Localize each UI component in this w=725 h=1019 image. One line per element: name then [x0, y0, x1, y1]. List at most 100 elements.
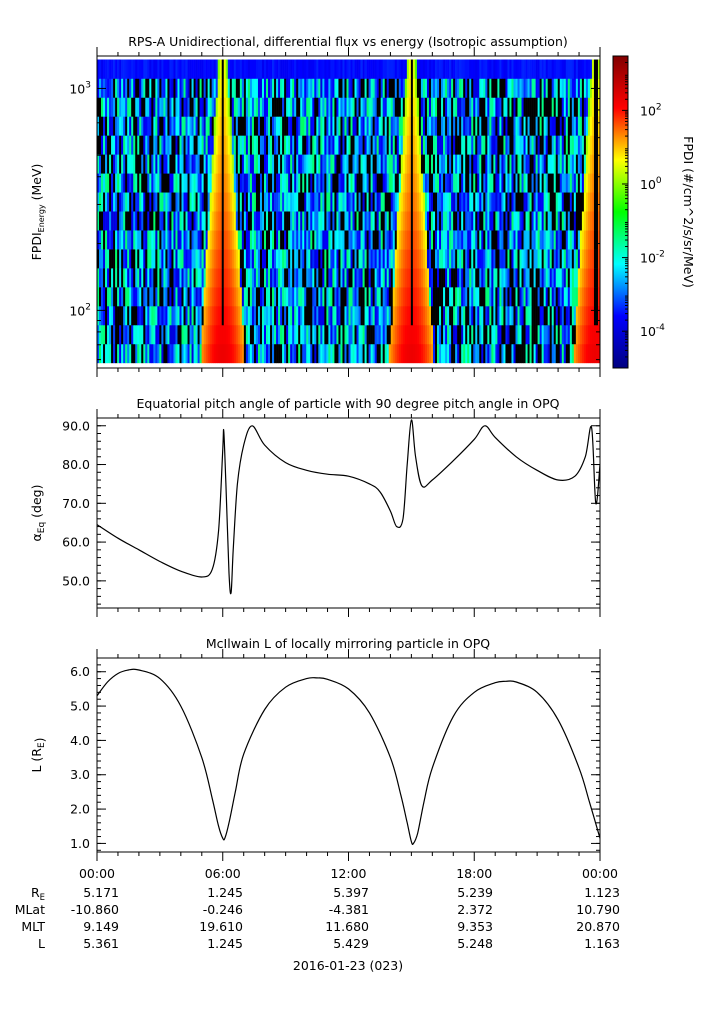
spectrogram-cell — [398, 287, 402, 307]
spectrogram-cell — [149, 306, 152, 326]
spectrogram-cell — [213, 116, 217, 136]
spectrogram-cell — [511, 249, 514, 269]
spectrogram-cell — [173, 211, 176, 231]
spectrogram-cell — [372, 230, 375, 250]
spectrogram-cell — [99, 324, 102, 345]
spectrogram-cell — [451, 249, 454, 269]
spectrogram-cell — [143, 173, 146, 193]
spectrogram-cell — [549, 249, 553, 269]
spectrogram-cell — [575, 59, 579, 79]
spectrogram-cell — [131, 249, 134, 269]
spectrogram-cell — [525, 306, 528, 326]
spectrogram-cell — [433, 173, 436, 193]
spectrogram-cell — [495, 78, 498, 98]
spectrogram-cell — [364, 249, 367, 269]
spectrogram-cell — [348, 343, 351, 364]
spectrogram-cell — [507, 343, 510, 364]
spectrogram-cell — [489, 211, 492, 231]
spectrogram-cell — [567, 249, 571, 269]
mcilwain-l-frame — [96, 657, 601, 853]
spectrogram-cell — [483, 97, 486, 117]
spectrogram-cell — [509, 211, 512, 231]
spectrogram-cell — [527, 78, 530, 98]
spectrogram-cell — [185, 343, 188, 364]
spectrogram-cell — [111, 249, 114, 269]
spectrogram-cell — [300, 154, 303, 174]
spectrogram-cell — [286, 135, 289, 155]
spectrogram-cell — [549, 192, 553, 212]
spectrogram-cell — [400, 192, 404, 212]
spectrogram-cell — [519, 230, 522, 250]
spectrogram-cell — [531, 78, 534, 98]
spectrogram-cell — [117, 287, 120, 307]
spectrogram-cell — [286, 324, 289, 345]
spectrogram-cell — [469, 135, 472, 155]
spectrogram-cell — [233, 343, 237, 364]
spectrogram-cell — [368, 306, 371, 326]
spectrogram-cell — [278, 59, 281, 79]
spectrogram-cell — [125, 154, 128, 174]
spectrogram-cell — [370, 268, 373, 288]
spectrogram-cell — [219, 97, 223, 117]
spectrogram-cell — [280, 116, 283, 136]
spectrogram-cell — [219, 116, 223, 136]
spectrogram-cell — [513, 211, 516, 231]
spectrogram-cell — [141, 59, 144, 79]
spectrogram-cell — [382, 249, 386, 269]
spectrogram-cell — [350, 192, 353, 212]
spectrogram-cell — [477, 135, 480, 155]
spectrogram-cell — [276, 268, 279, 288]
spectrogram-cell — [298, 59, 301, 79]
spectrogram-cell — [439, 324, 442, 345]
spectrogram-cell — [278, 154, 281, 174]
spectrogram-cell — [304, 192, 307, 212]
spectrogram-cell — [274, 230, 277, 250]
spectrogram-cell — [280, 192, 283, 212]
spectrogram-cell — [461, 192, 464, 212]
spectrogram-cell — [115, 97, 118, 117]
spectrogram-cell — [406, 59, 410, 79]
spectrogram-cell — [541, 230, 544, 250]
spectrogram-cell — [475, 192, 478, 212]
spectrogram-cell — [485, 173, 488, 193]
spectrogram-cell — [424, 287, 428, 307]
spectrogram-cell — [521, 116, 524, 136]
spectrogram-cell — [573, 324, 577, 345]
spectrogram-cell — [469, 192, 472, 212]
spectrogram-cell — [499, 343, 502, 364]
spectrogram-cell — [205, 97, 208, 117]
spectrogram-cell — [358, 306, 361, 326]
spectrogram-cell — [324, 173, 327, 193]
spectrogram-cell — [179, 173, 182, 193]
spectrogram-cell — [501, 324, 504, 345]
spectrogram-cell — [189, 343, 192, 364]
spectrogram-cell — [453, 192, 456, 212]
spectrogram-cell — [209, 268, 212, 288]
spectrogram-cell — [410, 249, 414, 269]
spectrogram-cell — [430, 343, 434, 364]
spectrogram-cell — [404, 154, 408, 174]
spectrogram-cell — [167, 211, 170, 231]
spectrogram-cell — [217, 154, 221, 174]
spectrogram-cell — [539, 324, 542, 345]
spectrogram-cell — [328, 268, 331, 288]
spectrogram-cell — [408, 343, 412, 364]
spectrogram-cell — [151, 287, 154, 307]
spectrogram-cell — [278, 78, 281, 98]
spectrogram-cell — [310, 154, 313, 174]
spectrogram-cell — [302, 154, 305, 174]
spectrogram-cell — [139, 173, 142, 193]
spectrogram-cell — [354, 324, 357, 345]
spectrogram-cell — [272, 154, 275, 174]
spectrogram-cell — [348, 306, 351, 326]
spectrogram-cell — [139, 249, 142, 269]
spectrogram-cell — [459, 135, 462, 155]
spectrogram-cell — [129, 97, 132, 117]
spectrogram-cell — [245, 173, 249, 193]
spectrogram-cell — [127, 78, 130, 98]
spectrogram-cell — [334, 324, 337, 345]
spectrogram-cell — [589, 324, 593, 345]
spectrogram-cell — [318, 306, 321, 326]
spectrogram-cell — [173, 287, 176, 307]
spectrogram-cell — [439, 343, 442, 364]
